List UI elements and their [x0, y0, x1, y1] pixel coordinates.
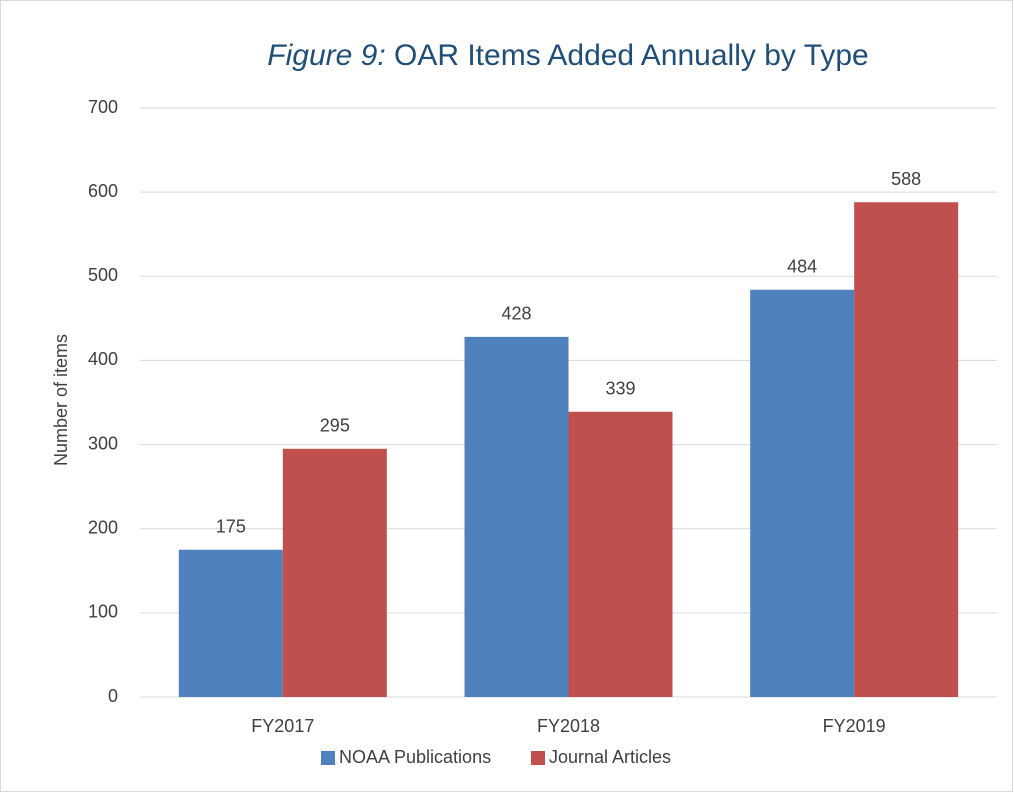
y-tick-label: 0 — [108, 686, 118, 706]
legend-swatch — [531, 751, 545, 765]
data-label: 484 — [787, 256, 817, 276]
data-label: 295 — [320, 416, 350, 436]
bar — [464, 336, 569, 697]
y-tick-label: 500 — [88, 265, 118, 285]
chart-title: Figure 9: OAR Items Added Annually by Ty… — [267, 39, 868, 72]
x-tick-label: FY2018 — [537, 716, 600, 736]
y-tick-label: 400 — [88, 349, 118, 369]
y-axis-label: Number of items — [51, 334, 71, 466]
legend-label: Journal Articles — [549, 747, 671, 767]
title-main: OAR Items Added Annually by Type — [394, 39, 869, 72]
bar — [568, 411, 673, 697]
bar — [178, 549, 283, 697]
y-tick-label: 100 — [88, 602, 118, 622]
data-label: 175 — [216, 517, 246, 537]
data-label: 428 — [501, 304, 531, 324]
x-tick-label: FY2019 — [823, 716, 886, 736]
title-prefix: Figure 9: — [267, 39, 385, 72]
data-label: 339 — [605, 379, 635, 399]
y-tick-label: 600 — [88, 181, 118, 201]
y-tick-label: 700 — [88, 97, 118, 117]
data-label: 588 — [891, 169, 921, 189]
y-tick-label: 200 — [88, 517, 118, 537]
legend-label: NOAA Publications — [339, 747, 491, 767]
legend-swatch — [321, 751, 335, 765]
bar — [282, 448, 387, 697]
bar — [854, 202, 959, 698]
x-tick-label: FY2017 — [251, 716, 314, 736]
bar — [750, 289, 855, 697]
y-tick-label: 300 — [88, 433, 118, 453]
